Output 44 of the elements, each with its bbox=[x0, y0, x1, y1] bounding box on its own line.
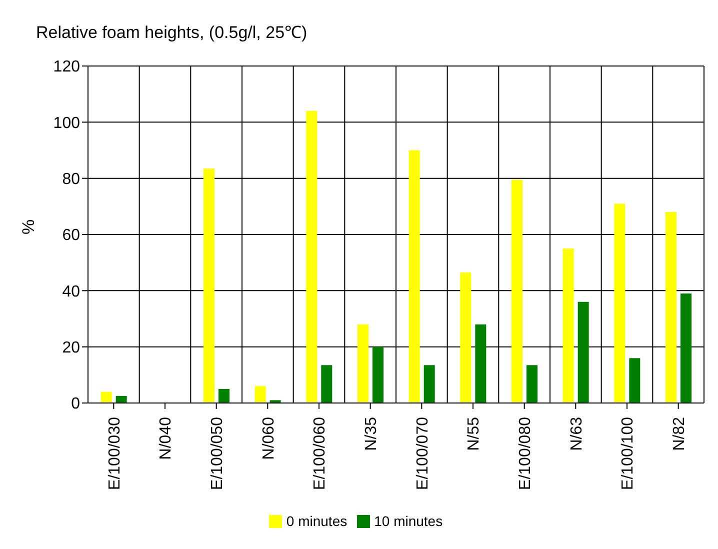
x-tick-label: E/100/080 bbox=[516, 416, 534, 490]
bar bbox=[372, 346, 384, 403]
bar bbox=[254, 386, 266, 403]
y-tick-label: 40 bbox=[62, 283, 80, 300]
bar bbox=[680, 293, 692, 403]
x-tick-label: E/100/030 bbox=[106, 416, 124, 490]
bar bbox=[424, 365, 435, 403]
legend-label: 0 minutes bbox=[286, 513, 348, 529]
x-tick-label: E/100/070 bbox=[414, 416, 432, 490]
bar bbox=[321, 365, 332, 403]
y-tick-label: 20 bbox=[62, 340, 80, 357]
bar bbox=[218, 388, 230, 403]
x-tick-label: N/63 bbox=[568, 416, 586, 451]
y-tick-label: 60 bbox=[62, 227, 80, 244]
y-axis-title: % bbox=[19, 219, 38, 234]
x-tick-label: N/060 bbox=[260, 416, 278, 460]
x-tick-label: N/040 bbox=[158, 416, 175, 460]
x-tick-label: E/100/100 bbox=[620, 416, 637, 490]
x-tick-label: E/100/050 bbox=[208, 416, 226, 490]
bar bbox=[526, 365, 538, 403]
bar bbox=[614, 204, 626, 403]
y-tick-label: 80 bbox=[62, 171, 80, 188]
x-tick-label: N/82 bbox=[670, 416, 688, 451]
bar bbox=[475, 324, 486, 403]
bar bbox=[512, 180, 522, 403]
x-tick-label: N/55 bbox=[466, 416, 483, 451]
bar bbox=[629, 358, 640, 403]
bar bbox=[562, 248, 574, 403]
bar bbox=[100, 392, 112, 403]
x-tick-label: E/100/060 bbox=[312, 416, 329, 490]
bar bbox=[408, 150, 420, 403]
y-tick-label: 100 bbox=[53, 114, 80, 132]
bar bbox=[460, 272, 472, 403]
bar bbox=[358, 324, 368, 403]
bar bbox=[306, 110, 318, 403]
bar bbox=[116, 396, 127, 403]
legend-label: 10 minutes bbox=[374, 513, 443, 529]
y-tick-label: 0 bbox=[71, 396, 80, 413]
bar bbox=[666, 212, 676, 403]
bar bbox=[578, 302, 589, 403]
y-tick-label: 120 bbox=[53, 58, 80, 76]
bar bbox=[204, 168, 214, 403]
chart-title: Relative foam heights, (0.5g/l, 25℃) bbox=[36, 22, 308, 43]
x-tick-label: N/35 bbox=[362, 416, 380, 451]
